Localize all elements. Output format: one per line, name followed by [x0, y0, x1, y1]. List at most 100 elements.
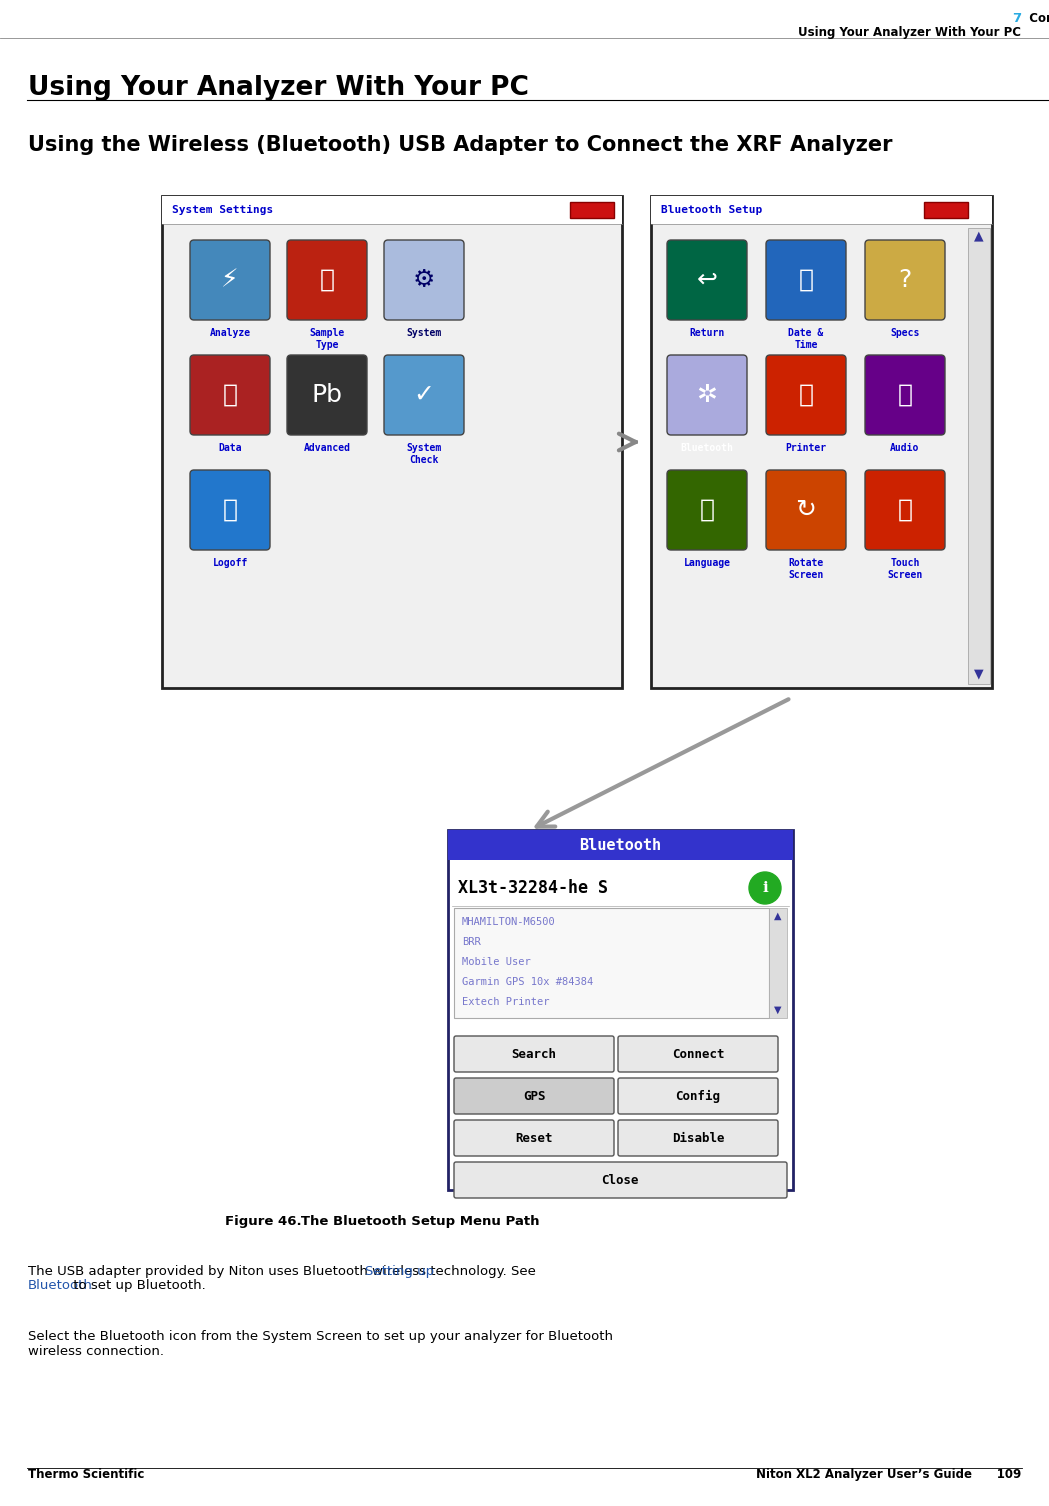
FancyBboxPatch shape [190, 470, 270, 550]
Text: Bluetooth: Bluetooth [681, 443, 733, 453]
Text: Printer: Printer [786, 443, 827, 453]
Text: Mobile User: Mobile User [462, 956, 531, 967]
Text: Bluetooth Setup: Bluetooth Setup [661, 205, 763, 215]
Text: Using Your Analyzer With Your PC: Using Your Analyzer With Your PC [28, 75, 529, 101]
Bar [570, 202, 614, 218]
Text: GPS: GPS [522, 1089, 545, 1102]
Text: Date &
Time: Date & Time [789, 328, 823, 349]
FancyBboxPatch shape [618, 1120, 778, 1157]
FancyBboxPatch shape [190, 355, 270, 435]
Text: 7: 7 [1012, 12, 1021, 26]
Text: Connect: Connect [671, 1048, 724, 1060]
Text: XL3t-32284-he S: XL3t-32284-he S [458, 880, 608, 898]
Bar [454, 908, 769, 1018]
Text: ⚙: ⚙ [413, 268, 435, 292]
Text: i: i [763, 881, 768, 895]
FancyBboxPatch shape [287, 239, 367, 319]
Bar [651, 196, 992, 224]
Text: ↩: ↩ [697, 268, 718, 292]
Bar [968, 227, 990, 684]
Text: System
Check: System Check [406, 443, 442, 464]
Text: Data: Data [218, 443, 241, 453]
Text: Advanced: Advanced [303, 443, 350, 453]
Text: Sample
Type: Sample Type [309, 328, 345, 349]
FancyBboxPatch shape [618, 1078, 778, 1114]
Text: ▲: ▲ [774, 911, 782, 922]
FancyBboxPatch shape [287, 355, 367, 435]
Text: to set up Bluetooth.: to set up Bluetooth. [69, 1279, 206, 1292]
Text: Touch
Screen: Touch Screen [887, 559, 923, 580]
Text: Specs: Specs [891, 328, 920, 337]
Text: System Settings: System Settings [172, 205, 273, 215]
Bar [651, 196, 992, 688]
Text: ▲: ▲ [975, 229, 984, 242]
Bar [924, 202, 968, 218]
Text: The USB adapter provided by Niton uses Bluetooth wireless technology. See: The USB adapter provided by Niton uses B… [28, 1265, 540, 1279]
Text: 🏴: 🏴 [700, 498, 714, 523]
Text: 🕐: 🕐 [798, 268, 814, 292]
Text: ▼: ▼ [975, 667, 984, 681]
Text: MHAMILTON-M6500: MHAMILTON-M6500 [462, 917, 556, 928]
Text: Using the Wireless (Bluetooth) USB Adapter to Connect the XRF Analyzer: Using the Wireless (Bluetooth) USB Adapt… [28, 136, 893, 155]
FancyBboxPatch shape [865, 470, 945, 550]
Bar [448, 830, 793, 860]
Text: Figure 46.: Figure 46. [224, 1215, 302, 1227]
Text: The Bluetooth Setup Menu Path: The Bluetooth Setup Menu Path [287, 1215, 539, 1227]
Text: Logoff: Logoff [212, 559, 248, 568]
Text: Disable: Disable [671, 1131, 724, 1145]
FancyBboxPatch shape [190, 239, 270, 319]
Text: 👆: 👆 [898, 498, 913, 523]
FancyBboxPatch shape [766, 239, 845, 319]
Text: 🔑: 🔑 [222, 498, 237, 523]
FancyBboxPatch shape [384, 355, 464, 435]
Text: ▼: ▼ [774, 1005, 782, 1015]
Text: BRR: BRR [462, 937, 480, 947]
Text: System: System [406, 328, 442, 337]
FancyBboxPatch shape [618, 1036, 778, 1072]
Text: Return: Return [689, 328, 725, 337]
FancyBboxPatch shape [766, 355, 845, 435]
Text: Rotate
Screen: Rotate Screen [789, 559, 823, 580]
Text: Connectivity: Connectivity [1021, 12, 1049, 26]
Text: Using Your Analyzer With Your PC: Using Your Analyzer With Your PC [798, 26, 1021, 39]
FancyBboxPatch shape [667, 470, 747, 550]
Text: ⚡: ⚡ [221, 268, 239, 292]
Bar [162, 196, 622, 224]
FancyBboxPatch shape [384, 239, 464, 319]
Text: Pb: Pb [312, 383, 343, 407]
FancyBboxPatch shape [865, 355, 945, 435]
FancyBboxPatch shape [454, 1163, 787, 1197]
FancyBboxPatch shape [454, 1120, 614, 1157]
Text: 🔊: 🔊 [898, 383, 913, 407]
Bar [448, 830, 793, 1190]
Text: Garmin GPS 10x #84384: Garmin GPS 10x #84384 [462, 977, 594, 986]
FancyBboxPatch shape [766, 470, 845, 550]
Text: Analyze: Analyze [210, 328, 251, 337]
Text: Niton XL2 Analyzer User’s Guide      109: Niton XL2 Analyzer User’s Guide 109 [755, 1468, 1021, 1480]
Text: Reset: Reset [515, 1131, 553, 1145]
Text: Close: Close [601, 1173, 639, 1187]
Text: ✓: ✓ [413, 383, 434, 407]
Text: 🖨: 🖨 [798, 383, 814, 407]
Text: Extech Printer: Extech Printer [462, 997, 550, 1008]
Text: ↻: ↻ [795, 498, 816, 523]
Text: 📊: 📊 [222, 383, 237, 407]
Text: Search: Search [512, 1048, 557, 1060]
Text: Bluetooth: Bluetooth [579, 837, 661, 852]
Text: ?: ? [898, 268, 912, 292]
Bar [769, 908, 787, 1018]
Text: Config: Config [676, 1089, 721, 1102]
Text: Bluetooth: Bluetooth [28, 1279, 93, 1292]
FancyBboxPatch shape [667, 239, 747, 319]
FancyBboxPatch shape [667, 355, 747, 435]
Bar [162, 196, 622, 688]
Text: Language: Language [684, 559, 730, 568]
FancyBboxPatch shape [454, 1036, 614, 1072]
Circle shape [749, 872, 782, 904]
Text: 🔧: 🔧 [320, 268, 335, 292]
Text: Select the Bluetooth icon from the System Screen to set up your analyzer for Blu: Select the Bluetooth icon from the Syste… [28, 1330, 613, 1358]
FancyBboxPatch shape [454, 1078, 614, 1114]
Text: Thermo Scientific: Thermo Scientific [28, 1468, 145, 1480]
Text: Setting up: Setting up [365, 1265, 434, 1279]
FancyBboxPatch shape [865, 239, 945, 319]
